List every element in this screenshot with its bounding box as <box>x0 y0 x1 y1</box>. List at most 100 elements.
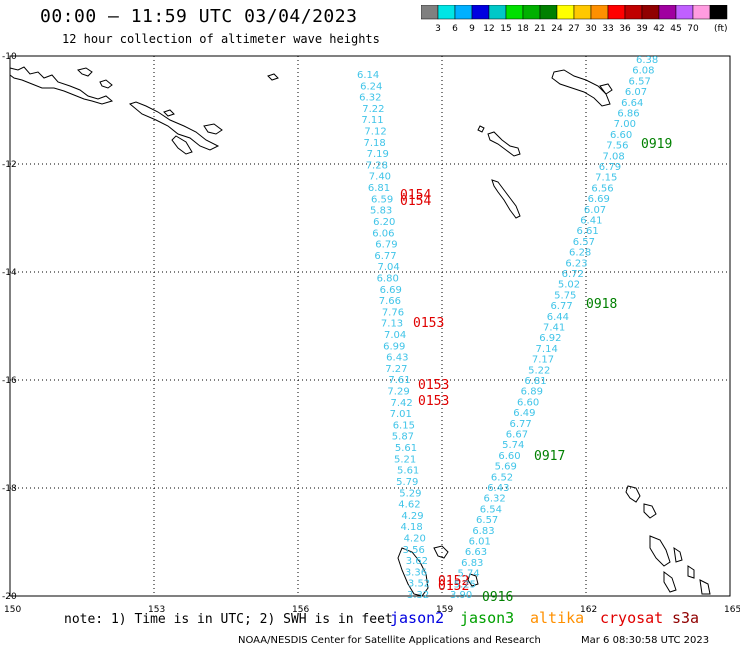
track-b-value: 6.49 <box>513 408 535 419</box>
track-a-value: 6.24 <box>360 81 382 92</box>
track-a-values: 6.146.246.327.227.117.127.187.197.287.40… <box>357 70 430 601</box>
scale-label: 33 <box>602 24 613 33</box>
coastline-solomon-1 <box>477 125 485 133</box>
track-b-value: 7.08 <box>603 151 625 162</box>
track-b-value: 6.61 <box>576 226 598 237</box>
track-a-value: 6.99 <box>383 341 405 352</box>
track-b-value: 6.64 <box>621 98 643 109</box>
track-a-value: 7.28 <box>366 160 388 171</box>
track-a-value: 7.13 <box>381 319 403 330</box>
track-b-value: 6.92 <box>539 333 561 344</box>
track-a-value: 4.62 <box>398 500 420 511</box>
coastline-solomon-4 <box>551 69 611 107</box>
track-b-value: 6.63 <box>465 547 487 558</box>
track-a-value: 7.61 <box>388 375 410 386</box>
track-a-value: 7.42 <box>391 398 413 409</box>
track-b-value: 6.54 <box>480 504 502 515</box>
track-b-time: 0917 <box>534 449 565 464</box>
page-subtitle: 12 hour collection of altimeter wave hei… <box>62 32 380 46</box>
track-a-value: 7.66 <box>379 296 401 307</box>
coastline-vanuatu-6 <box>687 565 695 579</box>
coastline-south-island-3 <box>467 573 479 587</box>
track-b-value: 5.69 <box>495 462 517 473</box>
track-a-value: 6.79 <box>375 240 397 251</box>
track-b-value: 5.74 <box>502 440 524 451</box>
satellite-s3a: s3a <box>672 609 700 627</box>
track-a-value: 7.19 <box>367 149 389 160</box>
track-b-times: 0919 0918 0917 0916 <box>482 137 672 605</box>
track-b-value: 6.08 <box>632 66 654 77</box>
track-a-value: 7.04 <box>384 330 406 341</box>
scale-label: 9 <box>469 24 475 33</box>
track-b-time: 0919 <box>641 137 672 152</box>
track-b-value: 6.44 <box>547 312 569 323</box>
track-b-value: 7.17 <box>532 355 554 366</box>
track-a-value: 4.29 <box>401 511 423 522</box>
track-b-value: 5.75 <box>554 290 576 301</box>
lat-label: -14 <box>2 268 17 278</box>
track-b-value: 6.23 <box>565 258 587 269</box>
lon-label: 153 <box>148 605 165 615</box>
track-b-time: 0918 <box>586 297 617 312</box>
track-b-value: 5.25 <box>454 579 476 590</box>
scale-label: 21 <box>534 24 545 33</box>
page-title: 00:00 — 11:59 UTC 03/04/2023 <box>40 6 358 27</box>
satellite-jason3: jason3 <box>460 609 515 627</box>
track-a-time: 0154 <box>400 188 431 203</box>
scale-label: 3 <box>435 24 441 33</box>
coastline-solomon-2 <box>487 131 521 157</box>
track-b-value: 6.43 <box>487 483 509 494</box>
track-b-value: 6.79 <box>599 162 621 173</box>
scale-label: 15 <box>500 24 511 33</box>
track-a-value: 4.20 <box>404 533 426 544</box>
track-b-value: 6.57 <box>629 76 651 87</box>
track-a-value: 6.06 <box>372 228 394 239</box>
track-a-value: 3.62 <box>406 556 428 567</box>
track-b-value: 6.86 <box>617 109 639 120</box>
map-border <box>9 55 731 597</box>
track-a-time: 0153 <box>418 394 449 409</box>
track-b-value: 6.83 <box>461 558 483 569</box>
lat-label: -18 <box>2 484 17 494</box>
scale-label: 42 <box>653 24 664 33</box>
lon-label: 159 <box>436 605 453 615</box>
track-a-value: 6.32 <box>359 93 381 104</box>
coastline-island-3 <box>203 123 223 135</box>
coastline-solomon-3 <box>491 179 521 219</box>
track-b-value: 6.07 <box>625 87 647 98</box>
track-a-time: 0153 <box>418 378 449 393</box>
track-a-time: 0152 <box>438 574 469 589</box>
track-a-value: 6.43 <box>386 353 408 364</box>
track-a-value: 7.12 <box>364 127 386 138</box>
coastline-island-1 <box>77 67 93 77</box>
scale-label: 45 <box>670 24 681 33</box>
track-b-value: 6.77 <box>550 301 572 312</box>
track-b-value: 7.56 <box>606 141 628 152</box>
track-b-value: 7.15 <box>595 173 617 184</box>
track-a-value: 5.29 <box>399 488 421 499</box>
track-b-value: 6.52 <box>491 472 513 483</box>
lon-label: 162 <box>580 605 597 615</box>
lat-label: -20 <box>2 592 17 602</box>
track-a-value: 6.81 <box>368 183 390 194</box>
color-scale-legend: 3 6 9 12 15 18 21 24 27 30 33 36 39 42 45 70 (ft) <box>421 5 728 33</box>
coastline-south-island-2 <box>433 545 449 559</box>
track-a-value: 6.15 <box>393 420 415 431</box>
track-b-value: 6.07 <box>584 205 606 216</box>
satellite-jason2: jason2 <box>390 609 445 627</box>
track-b-value: 5.02 <box>558 280 580 291</box>
track-b-value: 3.90 <box>450 590 472 601</box>
track-b-value: 6.28 <box>569 248 591 259</box>
lon-label: 156 <box>292 605 309 615</box>
satellite-cryosat: cryosat <box>600 609 664 627</box>
track-b-value: 6.60 <box>610 130 632 141</box>
coastline-south-island-1 <box>397 547 429 597</box>
track-a-time: 0153 <box>413 316 444 331</box>
track-b-value: 6.60 <box>517 397 539 408</box>
track-b-values: 6.386.086.576.076.646.867.006.607.567.08… <box>450 55 658 601</box>
track-a-value: 7.40 <box>369 172 391 183</box>
track-b-value: 6.67 <box>506 430 528 441</box>
track-b-value: 6.41 <box>580 216 602 227</box>
track-a-value: 7.27 <box>385 364 407 375</box>
